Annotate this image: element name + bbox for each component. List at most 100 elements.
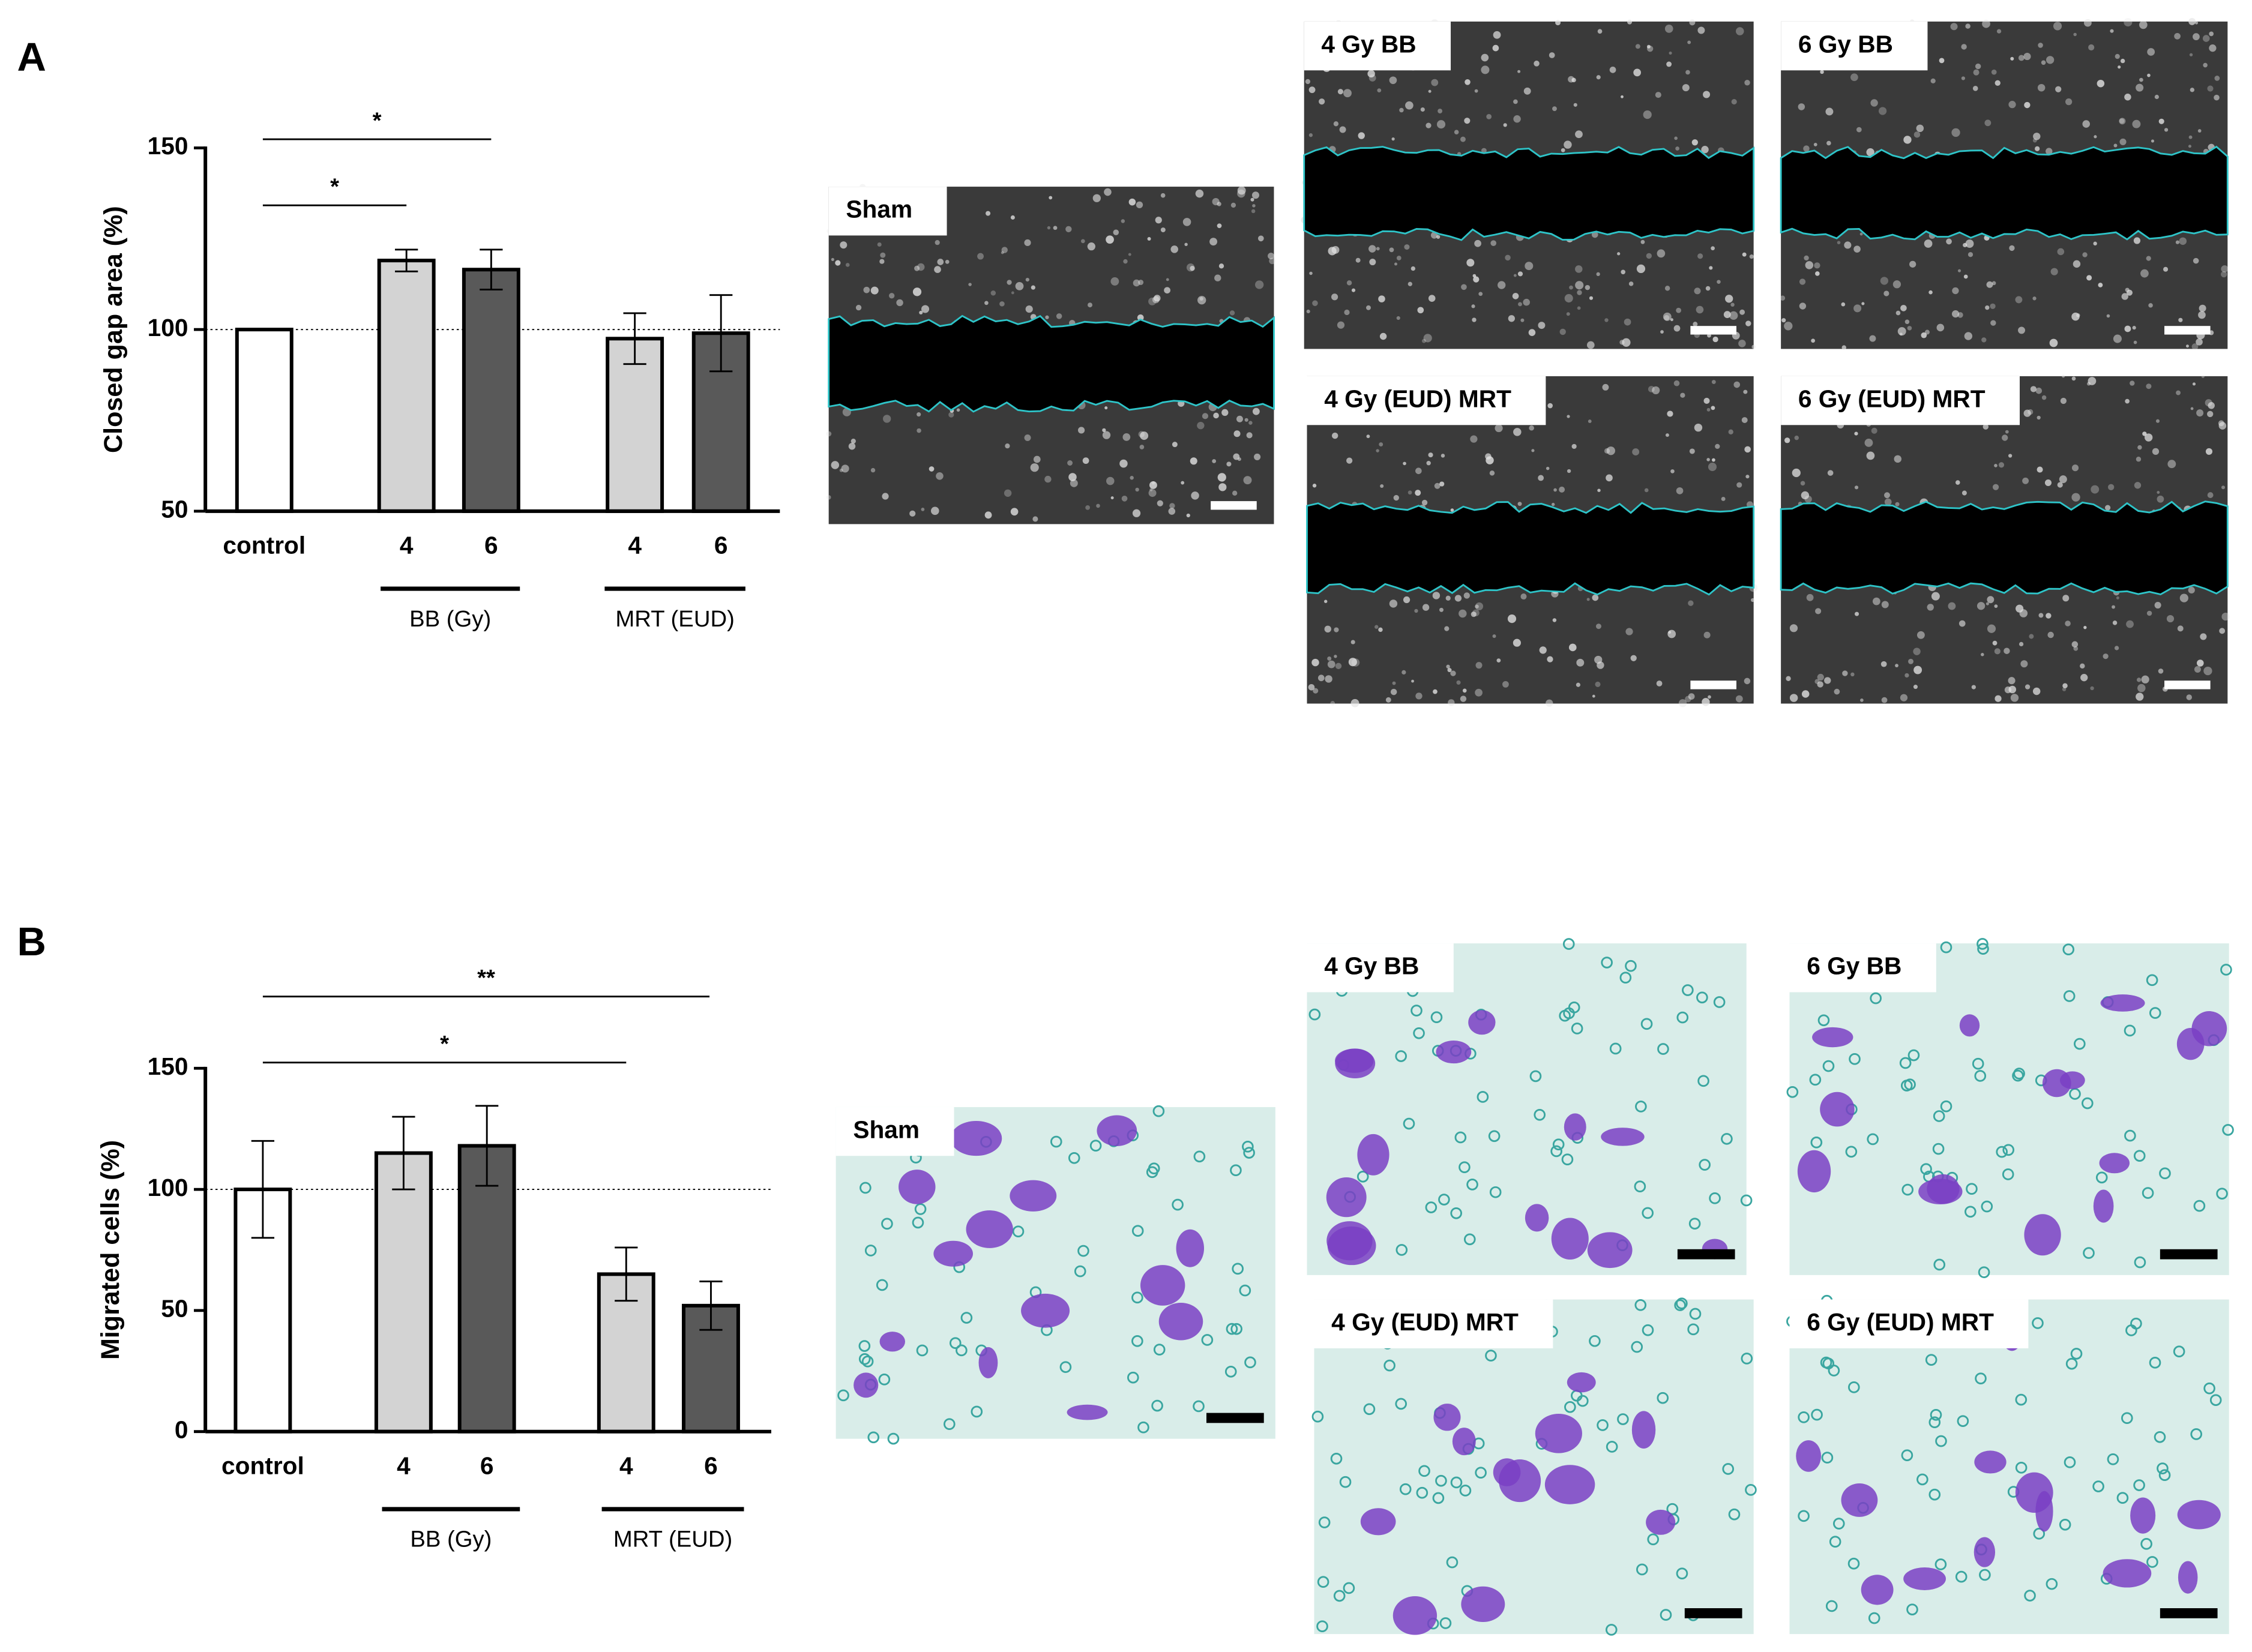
- cell-speck: [2008, 454, 2013, 458]
- cell-speck: [1958, 620, 1966, 627]
- cell-speck: [1335, 662, 1342, 670]
- pore: [1244, 1356, 1256, 1369]
- cell-speck: [1689, 448, 1695, 454]
- pore: [1552, 1138, 1565, 1150]
- scale-bar: [2164, 680, 2211, 689]
- cell-speck: [1606, 474, 1613, 482]
- cell-speck: [1411, 266, 1416, 271]
- cell-speck: [1665, 433, 1669, 437]
- cell-speck: [935, 239, 940, 245]
- cell-speck: [1571, 77, 1576, 83]
- cell-speck: [1741, 417, 1748, 423]
- cell-speck: [1346, 280, 1352, 286]
- cell-speck: [1523, 87, 1531, 95]
- pore: [1239, 1284, 1251, 1297]
- cell-speck: [2124, 18, 2133, 27]
- cell-speck: [1517, 502, 1522, 506]
- y-tick-label: 150: [148, 1053, 188, 1080]
- pore: [1817, 1014, 1830, 1027]
- cell-speck: [1428, 452, 1433, 458]
- cell-speck: [1973, 69, 1980, 76]
- cell-speck: [2080, 663, 2085, 669]
- cell-speck: [1744, 80, 1750, 86]
- cell-speck: [2022, 477, 2029, 484]
- cell-speck: [1625, 628, 1633, 635]
- cell-speck: [2024, 101, 2031, 109]
- stained-cell: [1797, 1150, 1831, 1193]
- cell-speck: [1007, 280, 1012, 285]
- pore: [1709, 1192, 1721, 1204]
- cell-speck: [1694, 287, 1701, 295]
- cell-speck: [1992, 484, 1999, 490]
- image-label-box: [1781, 21, 1928, 71]
- pore: [1634, 1180, 1646, 1193]
- cell-speck: [1736, 482, 1742, 488]
- pore: [1395, 1244, 1408, 1256]
- pore: [1916, 1473, 1928, 1486]
- cell-speck: [1523, 298, 1530, 306]
- pore: [1848, 1381, 1860, 1393]
- pore: [1463, 1233, 1476, 1246]
- cell-speck: [1703, 631, 1711, 638]
- micrograph: 4 Gy BB: [1301, 19, 1756, 349]
- cell-speck: [1119, 459, 1128, 468]
- cell-speck: [2057, 482, 2063, 488]
- cell-speck: [1663, 312, 1672, 321]
- cell-speck: [1428, 295, 1436, 302]
- cell-speck: [2038, 613, 2044, 618]
- cell-speck: [1547, 656, 1553, 662]
- y-tick-label: 50: [161, 496, 188, 523]
- cell-speck: [1856, 127, 1862, 133]
- micrograph: 6 Gy BB: [1786, 938, 2234, 1278]
- cell-speck: [888, 293, 895, 299]
- cell-speck: [1676, 307, 1682, 313]
- cell-speck: [1633, 68, 1641, 77]
- cell-speck: [1652, 386, 1660, 394]
- y-axis-title: Migrated cells (%): [96, 1140, 125, 1360]
- cell-speck: [1884, 498, 1892, 506]
- cell-speck: [1723, 311, 1731, 319]
- cell-speck: [1729, 311, 1738, 320]
- cell-speck: [1513, 99, 1518, 104]
- cell-speck: [2146, 256, 2151, 261]
- cell-speck: [1586, 598, 1590, 601]
- cell-speck: [1351, 288, 1356, 292]
- cell-speck: [1963, 242, 1967, 248]
- cell-speck: [1781, 318, 1786, 323]
- cell-speck: [1899, 332, 1903, 336]
- cell-speck: [929, 466, 935, 472]
- cell-speck: [1706, 458, 1710, 461]
- cell-speck: [2146, 383, 2152, 389]
- cell-speck: [921, 508, 925, 511]
- cell-speck: [1806, 593, 1814, 601]
- cell-speck: [2201, 375, 2205, 379]
- cell-speck: [2112, 605, 2115, 609]
- cell-speck: [1056, 313, 1062, 319]
- cell-speck: [977, 253, 984, 260]
- image-label-box: [1781, 376, 2020, 425]
- group-label: BB (Gy): [410, 1527, 492, 1552]
- micrograph: 6 Gy BB: [1780, 18, 2229, 350]
- cell-speck: [1553, 488, 1557, 492]
- cell-speck: [2157, 491, 2160, 494]
- cell-speck: [1689, 19, 1696, 26]
- cell-speck: [1217, 202, 1221, 206]
- cell-speck: [1047, 226, 1051, 230]
- pore: [1867, 1133, 1879, 1146]
- cell-speck: [1717, 280, 1721, 284]
- stained-cell: [1551, 1218, 1589, 1260]
- cell-speck: [2207, 85, 2214, 92]
- cell-speck: [1441, 454, 1445, 458]
- cell-speck: [1217, 473, 1226, 482]
- cell-speck: [1172, 442, 1178, 448]
- cell-speck: [1024, 434, 1031, 442]
- cell-speck: [1854, 431, 1858, 436]
- cell-speck: [2106, 314, 2110, 318]
- cell-speck: [2073, 260, 2081, 268]
- cell-speck: [841, 464, 849, 473]
- pore: [1459, 1485, 1472, 1497]
- cell-speck: [2189, 53, 2193, 56]
- cell-speck: [1432, 592, 1441, 599]
- cell-speck: [1080, 239, 1085, 244]
- pore: [1636, 1563, 1648, 1576]
